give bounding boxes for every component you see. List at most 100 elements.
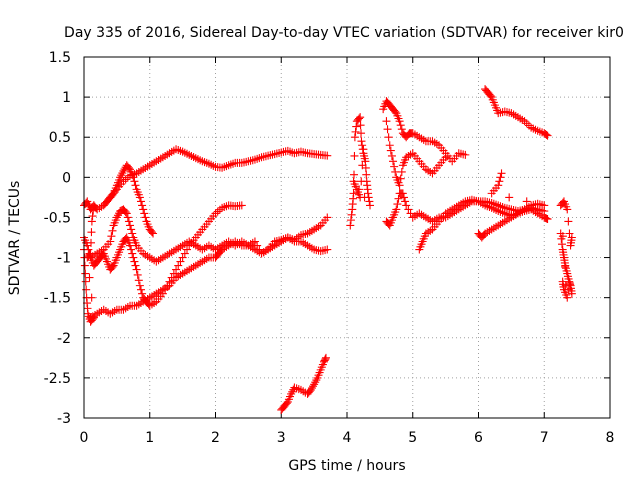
data-point [540,201,549,210]
data-point [129,253,138,262]
data-point [135,281,144,290]
data-point [282,399,291,408]
data-point [395,181,404,190]
data-point [169,269,178,278]
data-point [558,232,567,241]
data-point [563,293,572,302]
data-point [496,173,505,182]
data-point [147,228,156,237]
data-point [127,245,136,254]
data-point [321,353,330,362]
plot-frame [83,56,611,419]
data-point [567,233,576,242]
series-arc-peak-5b [382,117,450,190]
data-point [385,141,394,150]
data-point [351,127,360,136]
data-point [89,313,98,322]
data-point [138,289,147,298]
data-point [401,197,410,206]
data-point [136,285,145,294]
data-point [89,201,98,210]
data-point [384,133,393,142]
y-axis-label: SDTVAR / TECUs [7,181,23,296]
data-point [399,193,408,202]
data-point [321,355,330,364]
data-point [106,237,115,246]
data-point [386,146,395,155]
data-point [139,205,148,214]
data-point [309,382,318,391]
series-arc-top-long [106,145,332,202]
data-point [121,208,130,217]
y-tick-label: 1 [62,90,71,106]
data-point [347,210,356,219]
data-point [135,193,144,202]
data-point [382,117,391,126]
data-point [441,153,450,162]
data-point [183,245,192,254]
data-point [132,265,141,274]
data-point [123,213,132,222]
x-tick-label: 5 [408,430,417,446]
data-point [81,269,90,278]
data-point [357,137,366,146]
data-point [350,151,359,160]
data-point [138,201,147,210]
data-point [131,261,140,270]
data-point [395,117,404,126]
data-point [108,226,117,235]
chart-title: Day 335 of 2016, Sidereal Day-to-day VTE… [64,25,624,41]
y-tick-label: -1 [57,251,71,267]
grid-lines [84,57,610,418]
x-tick-label: 1 [145,430,154,446]
data-point [178,253,187,262]
data-point [558,240,567,249]
data-point [362,170,371,179]
data-point [387,151,396,160]
data-points [80,85,576,414]
y-tick-label: -1.5 [44,291,71,307]
data-point [172,265,181,274]
data-point [522,197,531,206]
x-tick-label: 7 [540,430,549,446]
data-point [176,257,185,266]
data-point [88,315,97,324]
data-point [128,249,137,258]
data-point [397,167,406,176]
data-point [391,107,400,116]
series-arc-left-rise [80,161,158,238]
data-point [398,189,407,198]
x-tick-label: 0 [80,430,89,446]
data-point [356,193,365,202]
data-point [356,113,365,122]
data-point [122,209,131,218]
data-point [158,289,167,298]
x-tick-label: 6 [474,430,483,446]
data-point [505,193,514,202]
y-tick-label: 0 [62,170,71,186]
x-tick-label: 4 [343,430,352,446]
data-point [124,217,133,226]
data-point [350,170,359,179]
data-point [390,162,399,171]
y-tick-label: -2.5 [44,371,71,387]
data-point [396,174,405,183]
data-point [359,145,368,154]
data-point [461,150,470,159]
series-arc-7 [556,197,576,302]
data-point [561,262,570,271]
data-point [402,201,411,210]
data-point [392,205,401,214]
data-point [149,229,158,238]
data-point [85,250,94,259]
data-point [165,277,174,286]
data-point [134,276,143,285]
y-tick-label: -0.5 [44,210,71,226]
data-point [396,121,405,130]
data-point [495,177,504,186]
data-point [140,209,149,218]
data-point [497,169,506,178]
series-arc-6-top [481,85,552,140]
